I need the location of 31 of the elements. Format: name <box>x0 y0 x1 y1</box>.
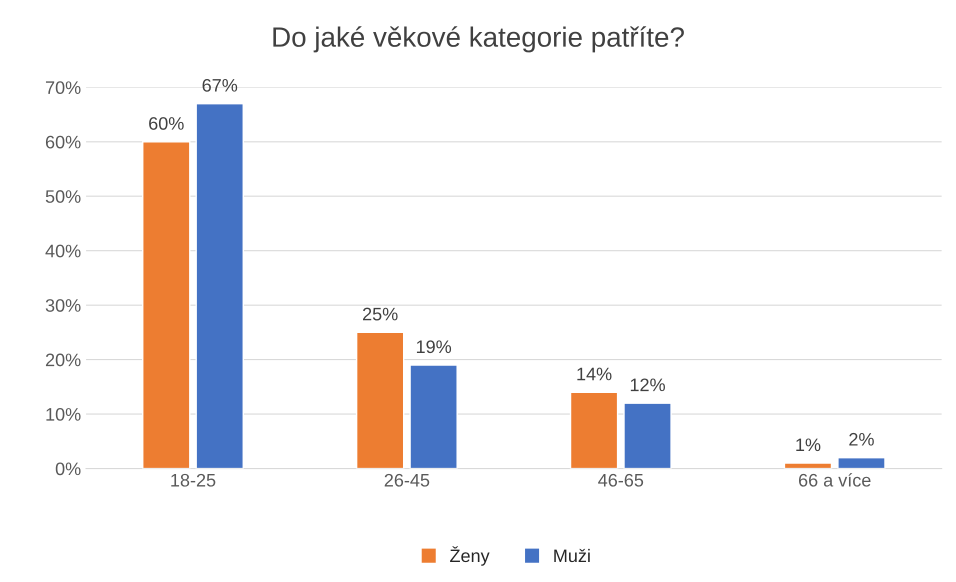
y-tick-label: 60% <box>46 136 81 148</box>
bar <box>356 332 404 469</box>
y-tick-label: 70% <box>46 81 81 94</box>
bar <box>142 141 190 469</box>
y-tick-label: 40% <box>45 244 81 258</box>
y-tick-label: 0% <box>56 462 81 476</box>
data-label: 67% <box>202 78 238 92</box>
data-label: 2% <box>849 432 874 446</box>
data-label: 25% <box>363 308 398 320</box>
bar <box>196 102 244 469</box>
y-tick-label: 20% <box>46 354 81 366</box>
data-label: 60% <box>149 117 184 130</box>
data-label: 1% <box>796 438 820 452</box>
legend-label: Ženy <box>450 546 490 566</box>
bar <box>409 364 458 469</box>
data-label: 12% <box>630 378 665 392</box>
bar <box>837 456 886 469</box>
x-tick-label: 46-65 <box>598 474 644 487</box>
chart-title: Do jaké věkové kategorie patříte? <box>273 26 684 52</box>
x-tick-label: 26-45 <box>384 474 430 487</box>
y-tick-label: 50% <box>46 190 81 203</box>
x-tick-label: 66 a více <box>798 473 871 487</box>
bar <box>570 392 618 469</box>
bar <box>784 462 832 469</box>
y-tick-label: 10% <box>46 408 81 421</box>
bar <box>623 402 672 469</box>
x-tick-label: 18-25 <box>171 474 216 487</box>
data-label: 14% <box>577 368 612 380</box>
y-tick-label: 30% <box>46 299 81 312</box>
data-label: 19% <box>416 340 452 354</box>
legend-label: Muži <box>554 548 590 562</box>
